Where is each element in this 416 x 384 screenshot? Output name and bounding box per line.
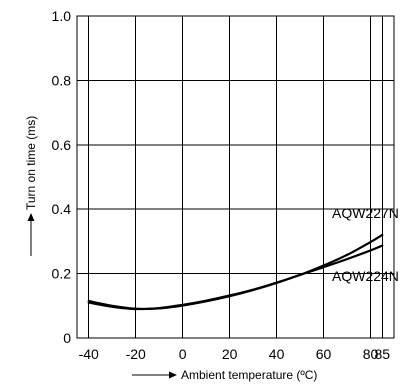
axis-titles: Ambient temperature (ºC) Turn on time (m… <box>24 116 317 382</box>
series-label-aqw227n: AQW227N <box>332 205 399 221</box>
series-lines <box>87 233 384 311</box>
series-labels: AQW227N AQW224N <box>332 205 399 284</box>
y-tick-label: 0.8 <box>52 72 72 88</box>
x-tick-label: 80 <box>363 346 379 362</box>
y-tick-label: 1.0 <box>52 8 72 24</box>
y-tick-label: 0.6 <box>52 137 72 153</box>
y-tick-label: 0 <box>63 330 71 346</box>
grid-lines <box>77 16 394 338</box>
y-tick-label: 0.2 <box>52 266 72 282</box>
y-axis-label: Turn on time (ms) <box>24 116 38 210</box>
x-tick-label: 60 <box>316 346 332 362</box>
x-tick-label: 0 <box>179 346 187 362</box>
x-tick-label: -20 <box>126 346 146 362</box>
series-label-aqw224n: AQW224N <box>332 268 399 284</box>
x-tick-label: 20 <box>222 346 238 362</box>
x-axis-arrowhead <box>169 371 177 379</box>
series-line-aqw224n <box>87 244 384 311</box>
x-tick-label: 40 <box>269 346 285 362</box>
y-axis-arrowhead <box>27 213 35 221</box>
y-tick-label: 0.4 <box>52 201 72 217</box>
x-tick-label: 85 <box>374 346 390 362</box>
plot-frame <box>76 15 395 339</box>
x-tick-label: -40 <box>79 346 99 362</box>
x-axis-label: Ambient temperature (ºC) <box>181 368 317 382</box>
